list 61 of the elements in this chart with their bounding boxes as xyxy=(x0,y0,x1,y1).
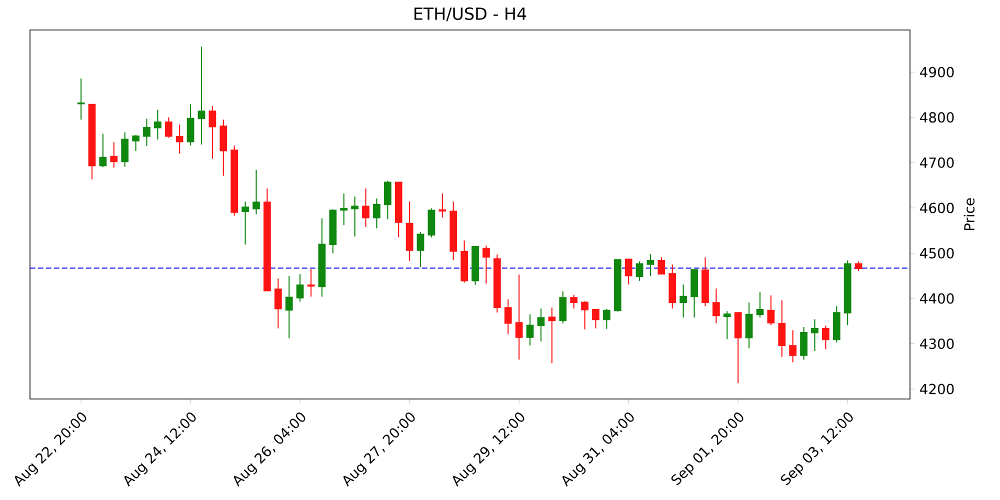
candlestick xyxy=(602,308,610,330)
candlestick xyxy=(307,268,315,298)
candlestick xyxy=(504,298,512,335)
candlestick xyxy=(285,275,293,339)
candlestick xyxy=(384,180,392,220)
candlestick xyxy=(712,288,720,324)
candlestick xyxy=(756,292,764,318)
candlestick xyxy=(252,169,260,215)
candlestick xyxy=(416,231,424,268)
candlestick xyxy=(110,142,118,168)
candlestick xyxy=(537,308,545,342)
y-tick-label: 4300 xyxy=(920,338,954,349)
y-tick-label: 4400 xyxy=(920,293,954,304)
candlestick xyxy=(208,106,216,160)
candlestick xyxy=(176,124,184,154)
candlestick xyxy=(646,254,654,276)
candlestick xyxy=(373,198,380,229)
candlestick xyxy=(581,300,588,330)
candlestick xyxy=(274,278,282,329)
candlestick xyxy=(767,294,775,326)
candlestick xyxy=(800,326,808,360)
candlestick xyxy=(482,244,490,284)
candlestick xyxy=(778,300,786,358)
candlestick xyxy=(789,330,797,363)
candlestick xyxy=(121,132,129,168)
candlestick xyxy=(186,104,194,146)
candlestick xyxy=(143,118,150,146)
candlestick xyxy=(99,133,107,168)
candlestick xyxy=(198,46,206,146)
candlestick xyxy=(658,256,666,276)
candlestick xyxy=(526,314,534,346)
candlestick xyxy=(548,307,556,364)
y-tick-label: 4600 xyxy=(920,202,954,214)
candlestick xyxy=(680,284,688,318)
candlestick xyxy=(745,302,753,349)
y-tick-label: 4200 xyxy=(920,384,954,394)
candlestick xyxy=(438,192,446,218)
candlestick xyxy=(242,201,249,246)
candlestick xyxy=(592,308,600,329)
candlestick xyxy=(340,192,348,226)
candlestick xyxy=(362,188,370,228)
candlestick xyxy=(132,134,140,152)
candlestick xyxy=(624,258,632,285)
chart-title: ETH/USD - H4 xyxy=(414,7,526,22)
candlestick xyxy=(559,290,567,324)
y-tick-label: 4800 xyxy=(920,112,954,123)
y-axis-title: Price xyxy=(964,198,975,230)
candlestick xyxy=(822,325,830,350)
candlestick xyxy=(854,260,862,272)
y-tick-label: 4500 xyxy=(920,248,954,258)
candlestick xyxy=(164,116,172,138)
candlestick xyxy=(154,109,162,140)
candlestick xyxy=(723,310,731,340)
candlestick xyxy=(296,274,304,302)
candlestick xyxy=(636,260,644,282)
candlestick xyxy=(811,318,818,352)
candlestick xyxy=(570,294,578,309)
candlestick xyxy=(351,196,358,237)
y-tick-label: 4700 xyxy=(920,157,954,168)
candlestick xyxy=(515,274,523,360)
y-tick-label: 4900 xyxy=(920,66,954,78)
